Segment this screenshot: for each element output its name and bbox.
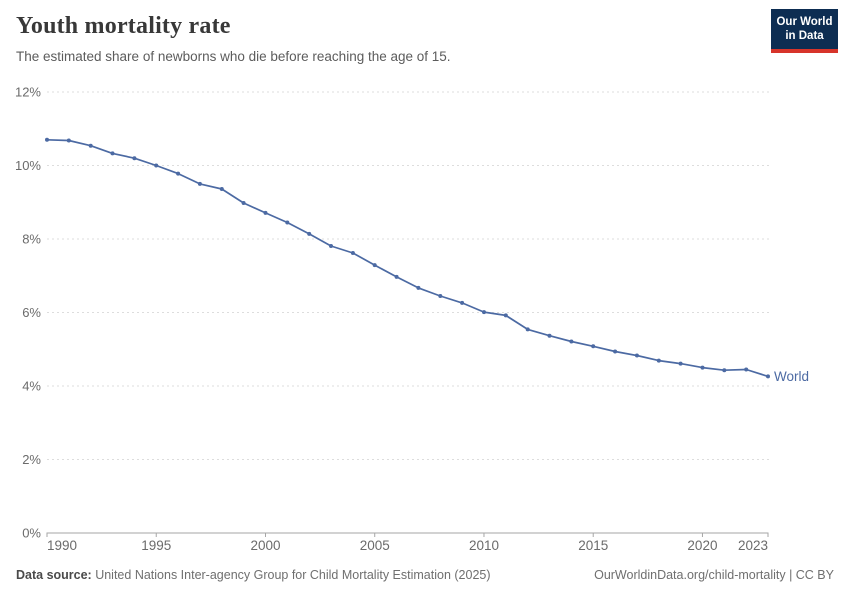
y-axis-tick-label: 4% (22, 379, 41, 394)
data-point[interactable] (766, 374, 770, 379)
data-point[interactable] (438, 294, 443, 298)
x-axis-tick-label: 2000 (250, 538, 280, 553)
x-axis-tick-label: 2023 (738, 538, 768, 553)
data-source-text: United Nations Inter-agency Group for Ch… (91, 568, 491, 582)
chart-header: Youth mortality rate The estimated share… (16, 12, 750, 64)
chart-title: Youth mortality rate (16, 13, 231, 39)
data-point[interactable] (66, 138, 71, 143)
data-point[interactable] (482, 310, 486, 315)
owid-logo-line1: Our World (776, 16, 833, 28)
data-source-label: Data source: (16, 568, 92, 582)
series-line-world[interactable] (46, 138, 769, 378)
series-end-label[interactable]: World (774, 369, 809, 384)
data-point[interactable] (285, 220, 290, 225)
data-point[interactable] (110, 151, 115, 156)
x-axis-tick-label: 2015 (578, 538, 608, 553)
data-point[interactable] (132, 156, 137, 161)
data-point[interactable] (634, 353, 639, 358)
y-axis-tick-label: 2% (22, 452, 41, 467)
x-axis-tick-label: 1990 (47, 538, 77, 553)
data-point[interactable] (263, 210, 268, 215)
data-point[interactable] (700, 365, 705, 370)
data-point[interactable] (503, 313, 508, 318)
data-point[interactable] (197, 181, 202, 186)
data-point[interactable] (569, 339, 574, 344)
data-point[interactable] (613, 349, 618, 354)
data-point[interactable] (744, 367, 749, 372)
x-axis-tick-label: 1995 (141, 538, 171, 553)
data-point[interactable] (656, 358, 661, 363)
y-axis-tick-label: 12% (15, 85, 41, 100)
x-axis-tick-label: 2020 (687, 538, 717, 553)
data-point[interactable] (416, 285, 421, 290)
data-point[interactable] (591, 344, 596, 349)
data-point[interactable] (45, 137, 49, 142)
data-point[interactable] (394, 274, 399, 279)
x-axis-tick-label: 2005 (360, 538, 390, 553)
y-axis-tick-label: 8% (22, 232, 41, 247)
data-point[interactable] (219, 187, 224, 191)
owid-logo-line2: in Data (785, 30, 824, 43)
data-point[interactable] (154, 163, 159, 168)
data-source-note: Data source: United Nations Inter-agency… (16, 568, 491, 582)
y-axis-tick-label: 0% (22, 526, 41, 541)
data-point[interactable] (547, 333, 552, 338)
owid-url-link[interactable]: OurWorldinData.org/child-mortality | CC … (594, 568, 834, 582)
y-axis-tick-label: 10% (15, 158, 41, 173)
data-point[interactable] (307, 231, 312, 236)
data-point[interactable] (241, 201, 246, 205)
data-point[interactable] (88, 143, 93, 148)
data-point[interactable] (176, 171, 181, 176)
chart-subtitle: The estimated share of newborns who die … (16, 48, 451, 64)
chart-footer: Data source: United Nations Inter-agency… (16, 568, 834, 582)
data-point[interactable] (678, 361, 683, 366)
data-point[interactable] (329, 244, 333, 248)
owid-logo[interactable]: Our World in Data (771, 9, 838, 53)
data-point[interactable] (722, 368, 727, 373)
data-point[interactable] (525, 327, 530, 332)
data-point[interactable] (372, 263, 377, 268)
y-axis-tick-label: 6% (22, 305, 41, 320)
data-point[interactable] (350, 251, 355, 255)
data-point[interactable] (460, 300, 465, 305)
x-axis-tick-label: 2010 (469, 538, 499, 553)
